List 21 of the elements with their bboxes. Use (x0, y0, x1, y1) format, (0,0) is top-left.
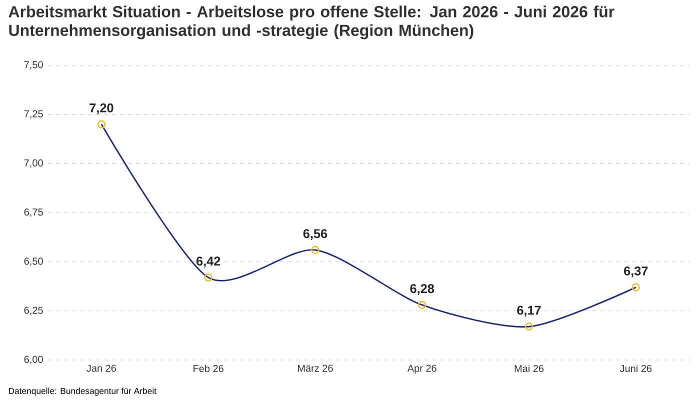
data-label: 6,37 (624, 266, 648, 278)
x-tick-label: Mai 26 (514, 364, 544, 372)
data-label: 6,56 (303, 229, 328, 240)
y-tick-label: 6,75 (24, 208, 43, 217)
y-tick-label: 7,50 (24, 61, 43, 70)
y-tick-label: 7,00 (24, 159, 43, 168)
y-tick-label: 6,25 (24, 306, 43, 316)
y-tick-label: 6,00 (24, 356, 43, 364)
x-tick-label: Jan 26 (86, 364, 116, 372)
x-tick-label: Juni 26 (620, 364, 652, 372)
y-tick-label: 6,50 (24, 258, 43, 266)
data-label: 7,20 (90, 103, 114, 114)
data-label: 6,17 (517, 306, 541, 317)
x-tick-label: März 26 (298, 364, 333, 372)
x-tick-label: Apr 26 (407, 364, 436, 374)
y-tick-label: 7,25 (24, 110, 43, 119)
data-label: 6,42 (196, 256, 220, 268)
data-label: 6,28 (410, 284, 434, 295)
chart-title: Arbeitsmarkt Situation - Arbeitslose pro offene Stelle: Jan 2026 - Juni 2026 für Unternehmensorganisation und -strategie (Region München) (8, 6, 614, 40)
x-tick-label: Feb 26 (194, 364, 224, 372)
text: Datenquelle: Bundesagentur für Arbeit (8, 388, 156, 396)
